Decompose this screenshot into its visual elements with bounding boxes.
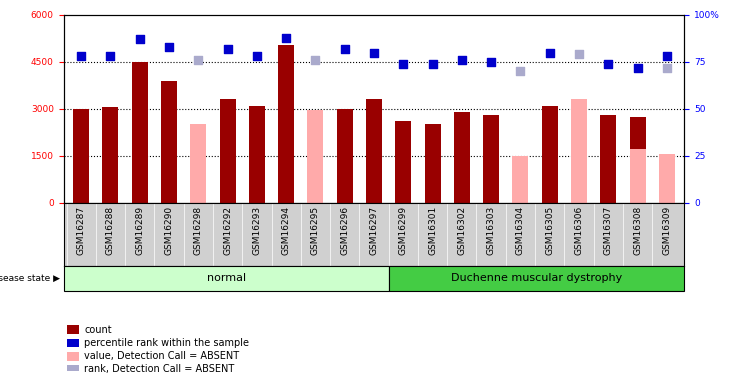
Bar [483, 115, 499, 202]
Point [221, 46, 233, 52]
Bar [395, 121, 411, 202]
Bar [249, 106, 265, 202]
Point [485, 59, 497, 65]
Point [192, 57, 204, 63]
Bar [389, 266, 684, 291]
Bar [190, 124, 206, 202]
Text: percentile rank within the sample: percentile rank within the sample [84, 338, 249, 348]
Bar [425, 124, 441, 202]
Text: disease state ▶: disease state ▶ [0, 274, 60, 283]
Text: GSM16288: GSM16288 [106, 206, 115, 255]
Point [661, 53, 673, 59]
Text: GSM16302: GSM16302 [457, 206, 466, 255]
Text: rank, Detection Call = ABSENT: rank, Detection Call = ABSENT [84, 364, 234, 374]
Point [134, 36, 146, 42]
Bar [67, 339, 79, 347]
Bar [64, 266, 389, 291]
Bar [67, 365, 79, 374]
Text: GSM16292: GSM16292 [223, 206, 232, 255]
Text: Duchenne muscular dystrophy: Duchenne muscular dystrophy [451, 273, 622, 284]
Text: normal: normal [206, 273, 246, 284]
Bar [542, 106, 558, 202]
Bar [307, 110, 323, 202]
Bar [161, 81, 177, 203]
Bar [366, 99, 382, 202]
Text: GSM16298: GSM16298 [194, 206, 203, 255]
Point [515, 68, 527, 74]
Bar [512, 156, 529, 203]
Bar [219, 99, 236, 202]
Point [661, 64, 673, 70]
Bar [454, 112, 470, 202]
Text: GSM16287: GSM16287 [76, 206, 86, 255]
Point [456, 57, 468, 63]
Text: GSM16309: GSM16309 [662, 206, 672, 255]
Point [426, 61, 438, 67]
Text: GSM16306: GSM16306 [574, 206, 583, 255]
Bar [67, 326, 79, 334]
Point [368, 50, 380, 55]
Bar [278, 45, 294, 203]
Point [105, 53, 117, 59]
Bar [102, 107, 118, 202]
Text: GSM16297: GSM16297 [370, 206, 378, 255]
Point [573, 51, 585, 57]
Text: GSM16304: GSM16304 [516, 206, 525, 255]
Text: GSM16290: GSM16290 [165, 206, 174, 255]
Text: GSM16305: GSM16305 [545, 206, 554, 255]
Bar [132, 62, 148, 202]
Text: GSM16308: GSM16308 [633, 206, 642, 255]
Point [75, 53, 87, 59]
Point [631, 64, 643, 70]
Point [251, 53, 263, 59]
Text: count: count [84, 325, 111, 335]
Bar [659, 154, 675, 203]
Text: GSM16289: GSM16289 [135, 206, 144, 255]
Text: GSM16293: GSM16293 [252, 206, 261, 255]
Bar [630, 149, 646, 202]
Point [280, 34, 292, 40]
Text: GSM16296: GSM16296 [340, 206, 349, 255]
Bar [73, 109, 89, 202]
Bar [337, 109, 353, 202]
Text: GSM16307: GSM16307 [604, 206, 613, 255]
Text: value, Detection Call = ABSENT: value, Detection Call = ABSENT [84, 351, 239, 361]
Point [163, 44, 175, 50]
Point [397, 61, 409, 67]
Text: GSM16303: GSM16303 [487, 206, 496, 255]
Bar [630, 117, 646, 202]
Point [602, 61, 614, 67]
Text: GSM16295: GSM16295 [311, 206, 320, 255]
Point [339, 46, 351, 52]
Text: GSM16294: GSM16294 [282, 206, 291, 255]
Bar [600, 115, 616, 202]
Bar [67, 352, 79, 360]
Bar [571, 99, 587, 202]
Text: GSM16299: GSM16299 [399, 206, 408, 255]
Point [544, 50, 556, 55]
Text: GSM16301: GSM16301 [428, 206, 437, 255]
Point [310, 57, 322, 63]
